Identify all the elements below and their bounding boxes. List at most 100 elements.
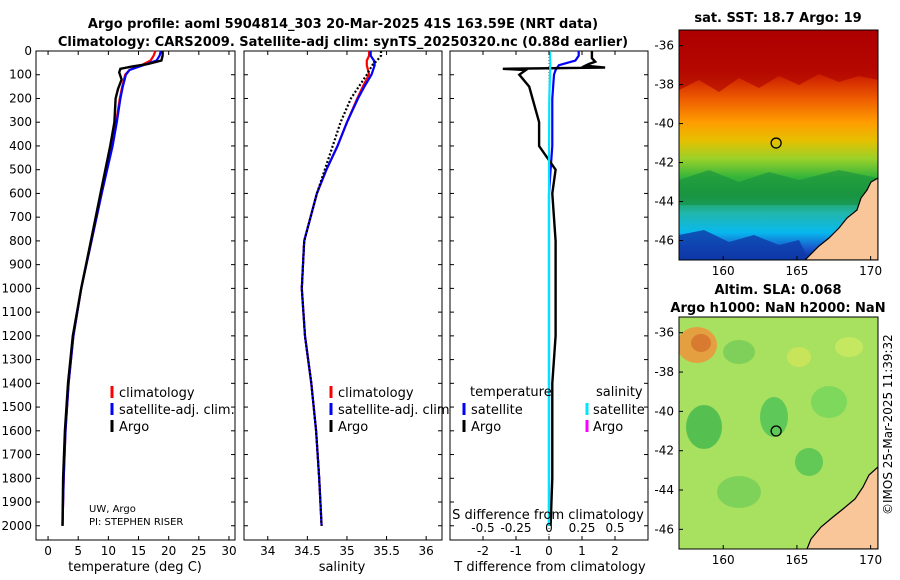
title-line-2: Climatology: CARS2009. Satellite-adj cli… — [58, 35, 628, 50]
xtick-label: 35 — [339, 544, 354, 558]
legend-argo: Argo — [338, 420, 368, 435]
legend-s-satellite: satellite — [593, 403, 645, 418]
s-xtick-label: -0.5 — [471, 521, 494, 535]
land-new-zealand — [804, 177, 878, 260]
sst-warm-patch — [679, 30, 878, 92]
legend-climatology: climatology — [119, 386, 195, 401]
sla-low-patch — [717, 476, 761, 508]
xtick-label: 34 — [260, 544, 275, 558]
map-ytick-label: -36 — [654, 39, 674, 53]
s-xtick-label: -0.25 — [500, 521, 531, 535]
sst-field — [679, 30, 878, 260]
sst-green-band — [679, 170, 878, 205]
sla-map-frame — [678, 316, 879, 550]
ytick-label: 0 — [24, 44, 32, 58]
series-line-satellite-adj-clim- — [300, 51, 376, 526]
sst-map: sat. SST: 18.7 Argo: 19 — [654, 11, 882, 278]
annotation-pi: PI: STEPHEN RISER — [89, 517, 183, 528]
difference-legend: temperature salinity satellite Argo sate… — [462, 385, 645, 435]
salinity-axes-box — [243, 50, 443, 541]
sst-map-frame — [678, 29, 879, 261]
map-ytick-label: -40 — [654, 404, 674, 418]
xtick-label: -2 — [477, 544, 489, 558]
map-xtick-label: 170 — [859, 264, 882, 278]
sla-map: Altim. SLA: 0.068 Argo h1000: NaN h2000:… — [654, 283, 885, 567]
xtick-label: 2 — [611, 544, 619, 558]
ytick-label: 1500 — [1, 400, 32, 414]
ytick-label: 100 — [9, 68, 32, 82]
ytick-label: 500 — [9, 163, 32, 177]
ytick-label: 300 — [9, 115, 32, 129]
legend-satellite: satellite-adj. clim. — [119, 403, 235, 418]
sla-low-patch — [811, 386, 847, 418]
map-ytick-label: -46 — [654, 522, 674, 536]
map-xtick-label: 160 — [712, 553, 735, 567]
ytick-label: 1000 — [1, 281, 32, 295]
map-ytick-label: -44 — [654, 483, 674, 497]
temperature-axes-box — [35, 50, 236, 541]
sla-mid-patch — [787, 347, 811, 367]
ytick-label: 600 — [9, 186, 32, 200]
xtick-label: 5 — [74, 544, 82, 558]
xtick-label: 15 — [131, 544, 146, 558]
ytick-label: 1900 — [1, 495, 32, 509]
title-line-1: Argo profile: aoml 5904814_303 20-Mar-20… — [88, 17, 598, 32]
xtick-label: 10 — [101, 544, 116, 558]
xtick-label: 0 — [44, 544, 52, 558]
xtick-label: -1 — [510, 544, 522, 558]
legend-temperature-header: temperature — [470, 385, 552, 400]
xtick-label: 25 — [191, 544, 206, 558]
sla-mid-patch — [835, 337, 863, 357]
salinity-xlabel: salinity — [319, 560, 366, 575]
map-ytick-label: -36 — [654, 326, 674, 340]
argo-float-marker — [770, 425, 782, 437]
ytick-label: 1400 — [1, 376, 32, 390]
legend-salinity-header: salinity — [596, 385, 643, 400]
s-xtick-label: 0.25 — [569, 521, 596, 535]
ytick-label: 1200 — [1, 329, 32, 343]
sla-low-patch — [760, 397, 788, 437]
ytick-label: 200 — [9, 91, 32, 105]
xtick-label: 30 — [221, 544, 236, 558]
salinity-panel: 34 34.5 35 35.5 36 salinity climatology sate… — [243, 50, 454, 575]
map-ytick-label: -38 — [654, 365, 674, 379]
ytick-label: 800 — [9, 234, 32, 248]
map-xtick-label: 165 — [785, 264, 808, 278]
land-new-zealand — [806, 466, 878, 549]
map-ytick-label: -42 — [654, 444, 674, 458]
legend-t-satellite: satellite — [471, 403, 523, 418]
series-line-salinity-satellite — [547, 50, 552, 526]
map-xtick-label: 170 — [859, 553, 882, 567]
sla-field — [679, 317, 878, 549]
xtick-label: 0 — [545, 544, 553, 558]
ytick-label: 400 — [9, 139, 32, 153]
map-xtick-label: 165 — [785, 553, 808, 567]
legend-t-argo: Argo — [471, 420, 501, 435]
ytick-label: 1100 — [1, 305, 32, 319]
map-xtick-label: 160 — [712, 264, 735, 278]
map-ytick-label: -40 — [654, 117, 674, 131]
sst-map-title: sat. SST: 18.7 Argo: 19 — [694, 11, 861, 26]
sst-cold-patch — [679, 230, 809, 260]
sla-map-title-line-1: Altim. SLA: 0.068 — [715, 283, 842, 298]
sla-map-title-line-2: Argo h1000: NaN h2000: NaN — [670, 301, 885, 316]
map-ytick-label: -38 — [654, 78, 674, 92]
temperature-panel: 0100200300400500600700800900100011001200… — [1, 44, 236, 575]
sla-low-patch — [723, 340, 755, 364]
ytick-label: 1700 — [1, 448, 32, 462]
sla-high-core — [691, 334, 711, 352]
imos-timestamp: ©IMOS 25-Mar-2025 11:39:32 — [881, 334, 895, 515]
sla-low-patch — [795, 448, 823, 476]
series-line-temperature-argo — [502, 51, 606, 526]
legend-argo: Argo — [119, 420, 149, 435]
map-ytick-label: -42 — [654, 156, 674, 170]
ytick-label: 700 — [9, 210, 32, 224]
temperature-legend: climatology satellite-adj. clim. Argo — [110, 386, 235, 435]
legend-satellite: satellite-adj. clim. — [338, 403, 454, 418]
annotation-institution: UW, Argo — [89, 504, 136, 515]
ytick-label: 1800 — [1, 471, 32, 485]
sla-low-patch — [686, 405, 722, 449]
ytick-label: 1600 — [1, 424, 32, 438]
s-xtick-label: 0.5 — [605, 521, 624, 535]
